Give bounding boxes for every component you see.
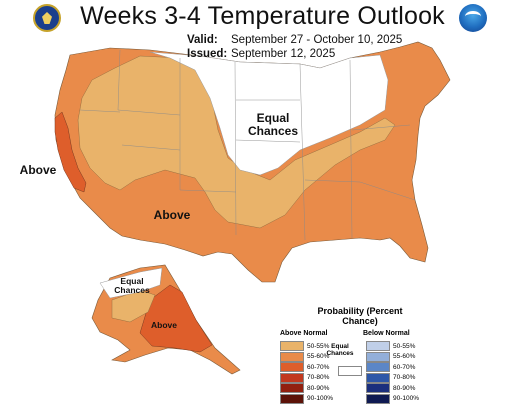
legend-equal-swatch (338, 366, 362, 376)
legend-below-swatch (366, 351, 390, 362)
legend-below-row: 60-70% (366, 362, 416, 372)
legend-below-label: 80-90% (393, 384, 416, 392)
legend-below-row: 70-80% (366, 372, 416, 383)
legend-above-swatch (280, 362, 304, 372)
legend-below-swatch (366, 362, 390, 372)
doc-seal-logo (33, 4, 61, 32)
conus-equal-chances (149, 51, 389, 176)
valid-line: Valid: September 27 - October 10, 2025 (187, 34, 402, 46)
noaa-logo (459, 4, 487, 32)
legend-below-header: Below Normal (363, 330, 410, 337)
label-above-alaska: Above (151, 320, 177, 330)
label-above-west: Above (19, 163, 57, 177)
conus-above-50-55 (77, 55, 396, 229)
legend-above-row: 55-60% (280, 351, 330, 362)
valid-label: Valid: (187, 34, 218, 46)
issued-line: Issued: September 12, 2025 (187, 48, 335, 60)
label-equal-chances-alaska: Equal Chances (114, 276, 150, 295)
state-boundaries (79, 49, 416, 241)
legend-below-row: 80-90% (366, 383, 416, 393)
legend-title: Probability (Percent Chance) (317, 306, 403, 327)
legend-above-row: 80-90% (280, 383, 330, 393)
legend-above-swatch (280, 383, 304, 393)
issued-date: September 12, 2025 (231, 48, 336, 60)
gull-icon (465, 11, 481, 22)
legend-above-swatch (280, 351, 304, 362)
legend-below-row: 55-60% (366, 351, 416, 362)
legend-above-row: 60-70% (280, 362, 330, 372)
legend-above-header: Above Normal (280, 330, 328, 337)
legend-above-row: 70-80% (280, 372, 330, 383)
issued-label: Issued: (187, 48, 228, 60)
legend-below-row: 90-100% (366, 393, 420, 404)
legend-below-label: 50-55% (393, 342, 416, 350)
legend-below-swatch (366, 372, 390, 383)
eagle-icon (42, 12, 52, 24)
legend-above-swatch (280, 372, 304, 383)
legend-below-swatch (366, 341, 390, 351)
legend-above-label: 55-60% (307, 353, 330, 361)
label-equal-chances-conus: Equal Chances (247, 111, 299, 138)
legend-above-swatch (280, 393, 304, 404)
legend-above-label: 70-80% (307, 374, 330, 382)
legend-below-label: 90-100% (393, 395, 420, 403)
legend-below-swatch (366, 393, 390, 404)
conus-above-60-70 (54, 111, 87, 193)
valid-dates: September 27 - October 10, 2025 (231, 34, 403, 46)
legend-above-row: 90-100% (280, 393, 334, 404)
legend-below-label: 70-80% (393, 374, 416, 382)
legend-below-label: 60-70% (393, 363, 416, 371)
alaska-above-60-70 (139, 284, 213, 353)
legend-equal-label: Equal Chances (326, 343, 354, 358)
legend-above-label: 80-90% (307, 384, 330, 392)
legend-below-swatch (366, 383, 390, 393)
legend-above-row: 50-55% (280, 341, 330, 351)
legend-below-label: 55-60% (393, 353, 416, 361)
legend-below-row: 50-55% (366, 341, 416, 351)
legend-above-label: 90-100% (307, 395, 334, 403)
legend-above-label: 50-55% (307, 342, 330, 350)
page-title: Weeks 3-4 Temperature Outlook (80, 2, 445, 30)
label-above-southwest: Above (153, 208, 191, 222)
legend-above-label: 60-70% (307, 363, 330, 371)
legend-above-swatch (280, 341, 304, 351)
alaska-equal-chances (99, 267, 163, 299)
